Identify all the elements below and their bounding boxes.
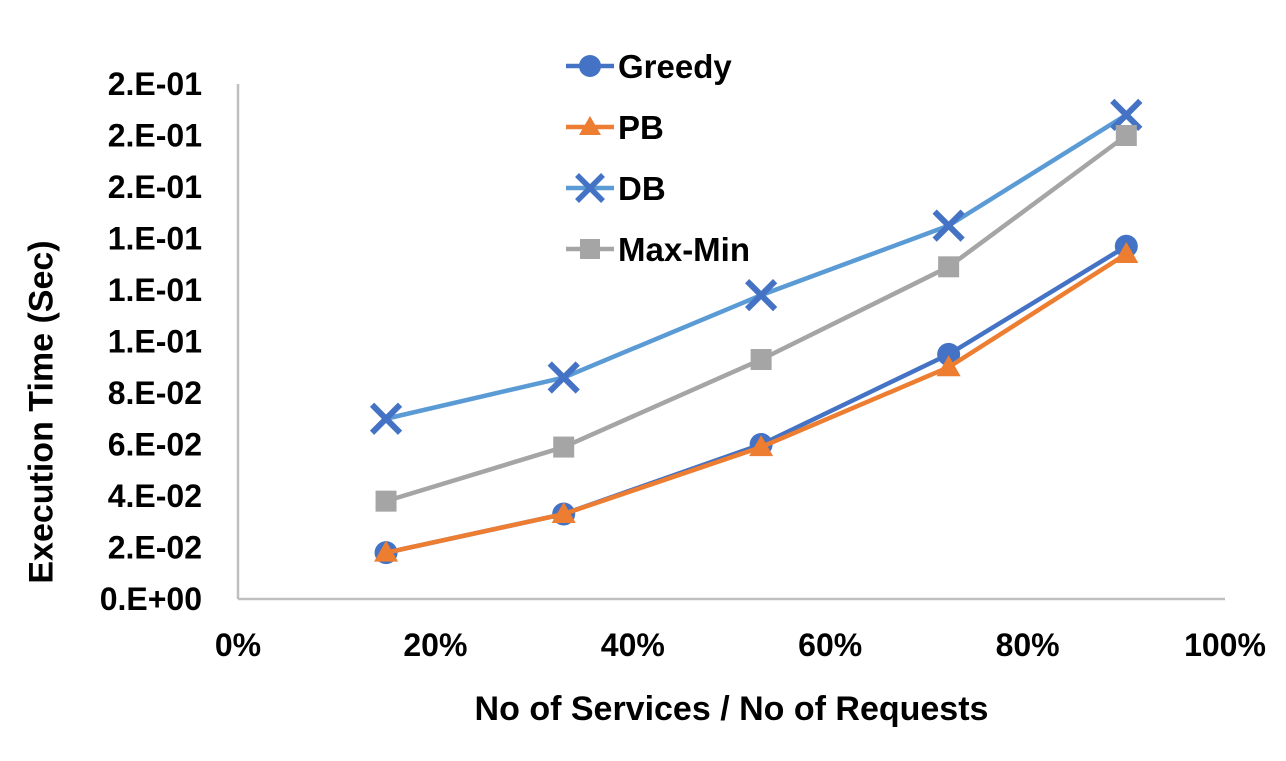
- series-pb-triangle-marker: [936, 355, 961, 377]
- y-tick-label: 6.E-02: [108, 427, 202, 463]
- series-line-db: [385, 112, 1128, 421]
- series-pb-triangle-marker: [551, 502, 576, 524]
- legend-label: Max-Min: [618, 230, 750, 268]
- y-tick-label: 2.E-01: [108, 118, 202, 154]
- series-db-x-marker: [547, 361, 580, 394]
- y-tick-label: 1.E-01: [108, 324, 202, 360]
- series-max-min-square-marker: [938, 256, 960, 278]
- series-greedy-circle-marker: [937, 342, 961, 366]
- y-axis-title: Execution Time (Sec): [22, 240, 61, 584]
- y-tick-label: 1.E-01: [108, 272, 202, 308]
- y-tick-label: 2.E-02: [108, 530, 202, 566]
- series-pb-triangle-marker: [749, 435, 774, 457]
- y-tick-label: 1.E-01: [108, 221, 202, 257]
- series-pb-triangle-marker: [1114, 241, 1139, 263]
- x-tick-label: 0%: [215, 627, 261, 663]
- x-tick-label: 60%: [798, 627, 862, 663]
- x-tick-label: 20%: [403, 627, 467, 663]
- y-tick-label: 2.E-01: [108, 169, 202, 205]
- series-max-min-square-marker: [750, 349, 772, 371]
- chart-legend: Greedy PB DB Max-Min: [566, 44, 750, 288]
- legend-label: Greedy: [618, 47, 732, 85]
- series-max-min-square-marker: [553, 436, 575, 458]
- x-axis-title: No of Services / No of Requests: [474, 690, 989, 728]
- legend-marker-triangle-icon: [566, 116, 614, 135]
- series-db-x-marker: [744, 279, 778, 312]
- legend-item-db: DB: [566, 166, 750, 210]
- x-tick-label: 80%: [996, 627, 1060, 663]
- series-pb-triangle-marker: [374, 540, 399, 562]
- y-tick-label: 8.E-02: [108, 375, 202, 411]
- legend-label: DB: [618, 169, 666, 207]
- y-tick-label: 2.E-01: [108, 66, 202, 102]
- series-db-x-marker: [369, 402, 403, 435]
- y-tick-label: 0.E+00: [100, 581, 202, 617]
- series-max-min-square-marker: [1115, 125, 1137, 146]
- legend-item-pb: PB: [566, 105, 750, 149]
- legend-item-max-min: Max-Min: [566, 227, 750, 271]
- legend-marker-circle-icon: [566, 55, 614, 77]
- legend-label: PB: [618, 108, 664, 146]
- series-db-x-marker: [1110, 98, 1143, 132]
- x-tick-label: 100%: [1184, 627, 1266, 663]
- legend-marker-square-icon: [566, 239, 614, 259]
- x-tick-label: 40%: [601, 627, 665, 663]
- legend-item-greedy: Greedy: [566, 44, 750, 88]
- series-db-x-marker: [932, 209, 965, 242]
- series-max-min-square-marker: [375, 490, 397, 512]
- legend-marker-x-icon: [566, 173, 614, 203]
- y-tick-label: 4.E-02: [108, 478, 202, 514]
